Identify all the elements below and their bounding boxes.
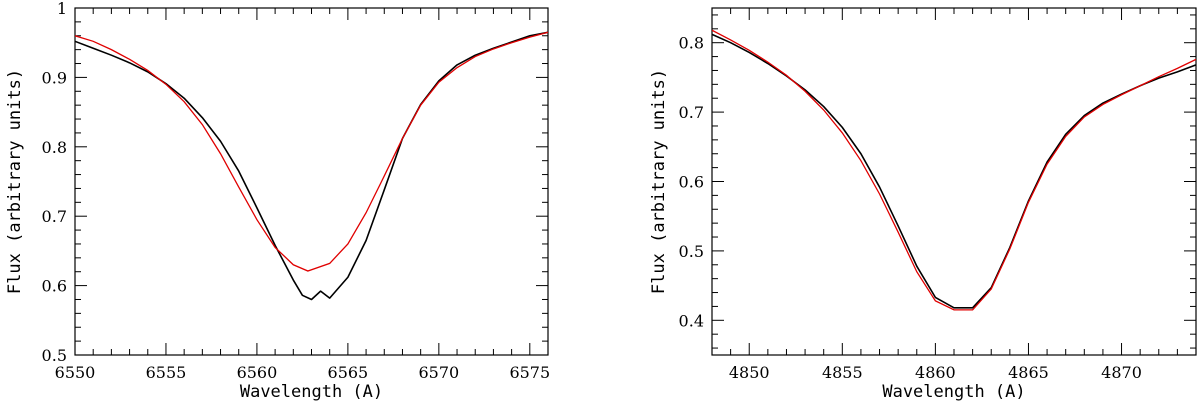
observed-spectrum-line	[712, 33, 1196, 309]
y-tick-label: 0.7	[42, 207, 67, 226]
y-tick-label: 0.4	[679, 311, 704, 330]
y-tick-label: 0.8	[42, 138, 67, 157]
model-fit-line	[75, 31, 548, 272]
x-axis-label: Wavelength (A)	[882, 382, 1025, 401]
model-fit-line	[712, 29, 1196, 311]
x-tick-label: 4865	[1008, 363, 1049, 382]
x-tick-label: 6570	[418, 363, 459, 382]
x-tick-label: 4860	[915, 363, 956, 382]
x-tick-label: 6555	[146, 363, 187, 382]
x-tick-label: 4855	[822, 363, 863, 382]
y-tick-label: 0.6	[679, 173, 704, 192]
x-tick-label: 4870	[1101, 363, 1142, 382]
y-tick-label: 1	[57, 0, 67, 18]
y-tick-label: 0.8	[679, 34, 704, 53]
x-tick-label: 6565	[328, 363, 369, 382]
chart-panel-1: 6550 6555 6560 6565 6570 6575 0.5 0.6 0.7 0.8 0.9 1…	[5, 0, 550, 401]
x-tick-label: 6550	[55, 363, 96, 382]
chart-panel-2: 4850 4855 4860 4865 4870 0.4 0.5 0.6 0.7 0.8 Wavel…	[649, 7, 1197, 401]
x-tick-label: 6560	[237, 363, 278, 382]
y-tick-label: 0.9	[42, 68, 67, 87]
y-tick-label: 0.5	[42, 346, 67, 365]
y-axis-label: Flux (arbitrary units)	[649, 69, 669, 294]
x-tick-label: 4850	[729, 363, 770, 382]
plot-frame	[74, 7, 549, 356]
y-axis-label: Flux (arbitrary units)	[5, 69, 25, 294]
y-tick-label: 0.6	[42, 277, 67, 296]
observed-spectrum-line	[75, 31, 548, 301]
plot-frame	[711, 7, 1197, 356]
x-axis-label: Wavelength (A)	[240, 382, 383, 401]
y-tick-label: 0.5	[679, 242, 704, 261]
x-tick-label: 6575	[509, 363, 550, 382]
y-tick-label: 0.7	[679, 103, 704, 122]
